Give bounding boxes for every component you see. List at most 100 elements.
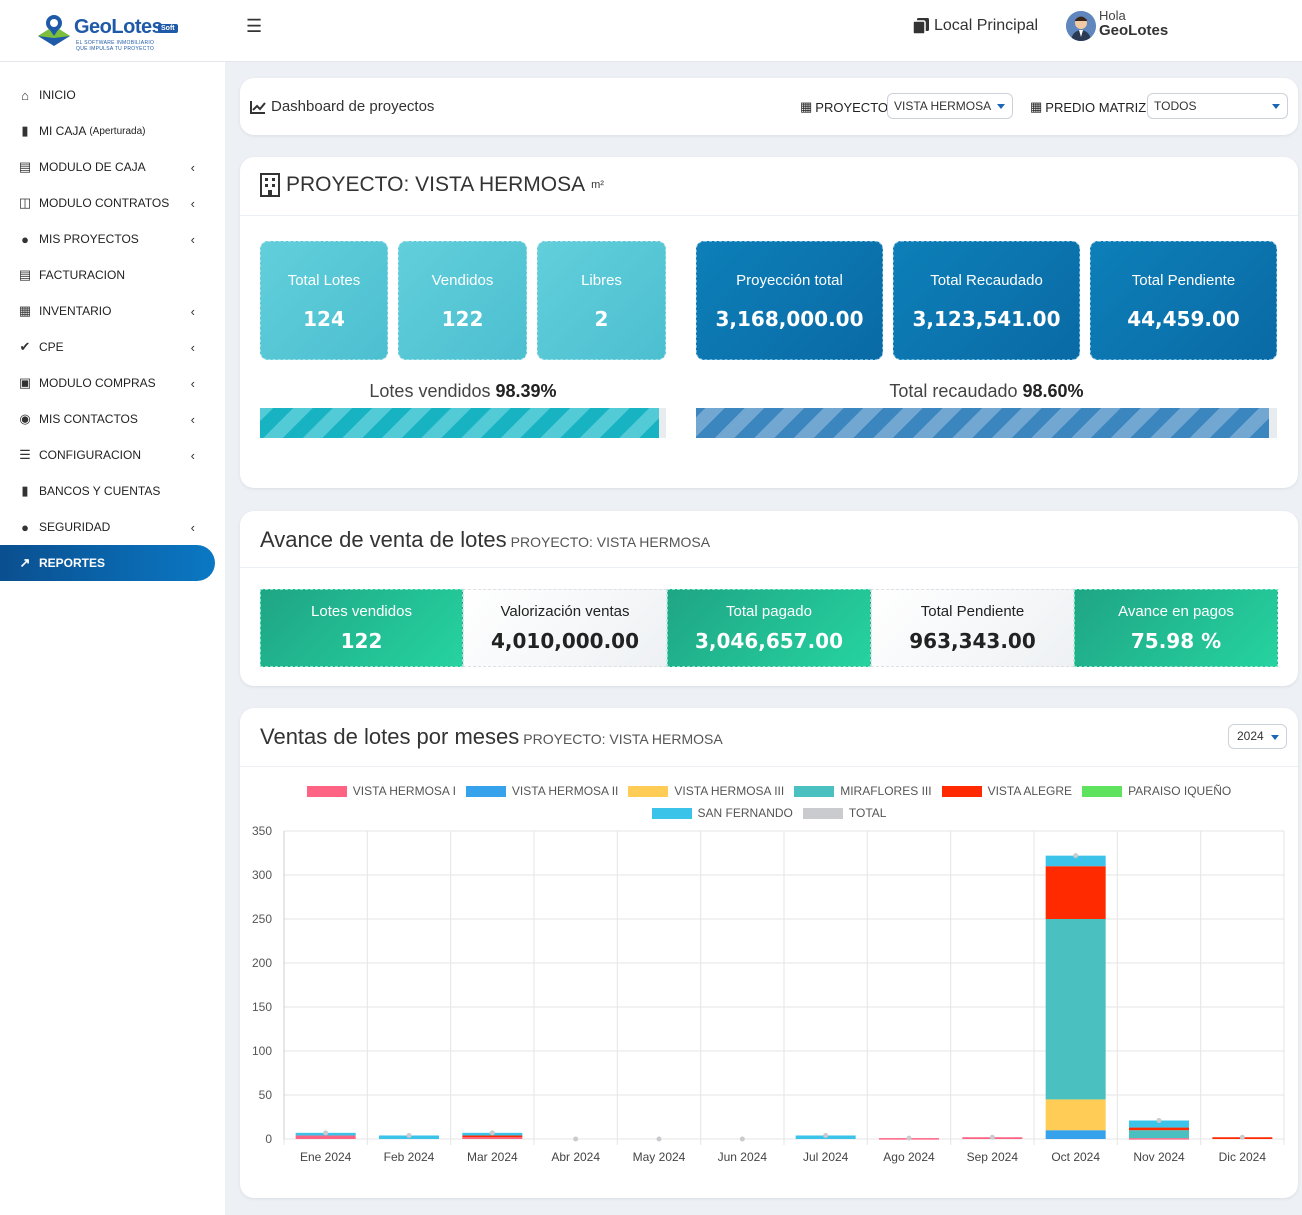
user-avatar[interactable] bbox=[1066, 11, 1096, 41]
total-point bbox=[406, 1132, 412, 1138]
geolotes-logo[interactable]: GeoLotes Soft EL SOFTWARE INMOBILIARIO Q… bbox=[36, 10, 186, 54]
recaudado-label: Total recaudado bbox=[889, 381, 1018, 401]
legend-item[interactable]: PARAISO IQUEÑO bbox=[1082, 780, 1231, 802]
sidebar: ⌂ INICIO ▮ MI CAJA (Aperturada) ▤ MODULO… bbox=[0, 62, 225, 1215]
total-point bbox=[656, 1136, 662, 1142]
sidebar-item-label: BANCOS Y CUENTAS bbox=[39, 484, 161, 498]
legend-swatch bbox=[465, 785, 506, 797]
tile-value: 124 bbox=[303, 307, 345, 331]
dashboard-header-card: Dashboard de proyectos ▦ PROYECTO: VISTA… bbox=[240, 78, 1298, 135]
sidebar-item-configuracion[interactable]: ☰ CONFIGURACION ‹ bbox=[0, 437, 215, 473]
bar-segment bbox=[1045, 1099, 1106, 1131]
legend-item[interactable]: VISTA HERMOSA II bbox=[465, 780, 619, 802]
legend-label: VISTA HERMOSA II bbox=[511, 784, 619, 798]
local-selector[interactable]: Local Principal bbox=[912, 17, 1038, 35]
wallet-icon: ▮ bbox=[21, 483, 29, 498]
local-label: Local Principal bbox=[934, 17, 1039, 34]
legend-item[interactable]: VISTA HERMOSA III bbox=[628, 780, 784, 802]
lotes-vendidos-progress-fill bbox=[260, 408, 660, 438]
stat-value: 963,343.00 bbox=[909, 629, 1036, 653]
logo-badge: Soft bbox=[158, 24, 178, 33]
legend-item[interactable]: MIRAFLORES III bbox=[794, 780, 932, 802]
menu-toggle-icon[interactable]: ☰ bbox=[246, 16, 263, 36]
x-tick-label: Feb 2024 bbox=[384, 1150, 435, 1164]
chevron-left-icon: ‹ bbox=[190, 519, 195, 535]
tile-libres: Libres 2 bbox=[537, 241, 666, 360]
lotes-vendidos-progress bbox=[260, 408, 666, 438]
total-point bbox=[323, 1130, 329, 1136]
sidebar-item-modulo-caja[interactable]: ▤ MODULO DE CAJA ‹ bbox=[0, 149, 215, 185]
top-bar: GeoLotes Soft EL SOFTWARE INMOBILIARIO Q… bbox=[0, 0, 1302, 62]
dashboard-title: Dashboard de proyectos bbox=[250, 98, 434, 115]
user-greeting[interactable]: Hola GeoLotes bbox=[1099, 8, 1168, 38]
legend-item[interactable]: VISTA HERMOSA I bbox=[306, 780, 456, 802]
stat-label: Total pagado bbox=[726, 603, 812, 620]
sales-chart: 0 50 100 150 200 250 300 350 Ene 2024 Feb 2024 Mar… bbox=[252, 824, 1285, 1164]
bar-segment bbox=[1045, 855, 1106, 867]
legend-swatch bbox=[651, 807, 692, 819]
sidebar-item-mis-proyectos[interactable]: ● MIS PROYECTOS ‹ bbox=[0, 221, 215, 257]
tile-label: Total Pendiente bbox=[1131, 272, 1236, 289]
legend-item[interactable]: VISTA ALEGRE bbox=[941, 780, 1072, 802]
chevron-left-icon: ‹ bbox=[190, 339, 195, 355]
avance-subtitle: PROYECTO: VISTA HERMOSA bbox=[510, 534, 711, 550]
sidebar-item-cpe[interactable]: ✔ CPE ‹ bbox=[0, 329, 215, 365]
caja-status: (Aperturada) bbox=[89, 125, 146, 137]
sidebar-item-label: SEGURIDAD bbox=[39, 520, 111, 534]
logo-tagline-line-1: EL SOFTWARE INMOBILIARIO bbox=[76, 40, 155, 46]
chevron-left-icon: ‹ bbox=[190, 303, 195, 319]
total-point bbox=[1073, 853, 1079, 859]
sidebar-item-reportes[interactable]: ↗ REPORTES bbox=[0, 545, 215, 581]
sidebar-item-seguridad[interactable]: ● SEGURIDAD ‹ bbox=[0, 509, 215, 545]
sidebar-item-label: CPE bbox=[39, 340, 64, 354]
tile-value: 3,123,541.00 bbox=[912, 307, 1061, 331]
sidebar-item-modulo-compras[interactable]: ▣ MODULO COMPRAS ‹ bbox=[0, 365, 215, 401]
user-circle-icon: ◉ bbox=[19, 411, 31, 426]
year-select[interactable]: 2024 bbox=[1228, 724, 1287, 749]
bar-segment bbox=[1129, 1127, 1189, 1131]
legend-label: VISTA HERMOSA I bbox=[352, 784, 456, 798]
recaudado-percent: Total recaudado 98.60% bbox=[696, 381, 1277, 402]
proyecto-select[interactable]: VISTA HERMOSA bbox=[887, 93, 1013, 119]
logo-text: GeoLotes bbox=[74, 16, 163, 38]
sidebar-item-facturacion[interactable]: ▤ FACTURACION bbox=[0, 257, 215, 293]
lotes-vendidos-label: Lotes vendidos bbox=[369, 381, 491, 401]
avance-venta-card: Avance de venta de lotes PROYECTO: VISTA … bbox=[240, 511, 1298, 686]
sidebar-item-mi-caja[interactable]: ▮ MI CAJA (Aperturada) bbox=[0, 113, 215, 149]
stat-label: Total Pendiente bbox=[920, 603, 1025, 620]
chevron-left-icon: ‹ bbox=[190, 159, 195, 175]
logo-tagline: EL SOFTWARE INMOBILIARIO QUE IMPULSA TU … bbox=[76, 40, 154, 52]
tile-label: Proyección total bbox=[736, 272, 843, 289]
predio-select-value: TODOS bbox=[1154, 99, 1197, 113]
legend-item[interactable]: SAN FERNANDO bbox=[651, 802, 793, 824]
legend-swatch bbox=[1082, 785, 1123, 797]
lotes-vendidos-percent: Lotes vendidos 98.39% bbox=[260, 381, 666, 402]
wallet-icon: ▮ bbox=[21, 123, 29, 138]
building-icon: ▦ bbox=[800, 99, 813, 114]
chevron-left-icon: ‹ bbox=[190, 231, 195, 247]
tile-vendidos: Vendidos 122 bbox=[398, 241, 527, 360]
sidebar-item-bancos-cuentas[interactable]: ▮ BANCOS Y CUENTAS bbox=[0, 473, 215, 509]
greeting-text: Hola bbox=[1099, 8, 1126, 23]
avatar-icon bbox=[1066, 11, 1096, 41]
grid-icon: ▦ bbox=[1030, 99, 1043, 114]
legend-swatch bbox=[941, 785, 982, 797]
year-select-value: 2024 bbox=[1237, 729, 1264, 743]
bar-segment bbox=[1129, 1120, 1189, 1128]
total-point bbox=[1156, 1118, 1162, 1124]
predio-select[interactable]: TODOS bbox=[1147, 93, 1288, 119]
chart-line-icon bbox=[250, 100, 266, 114]
tile-label: Total Recaudado bbox=[930, 272, 1043, 289]
sidebar-item-mis-contactos[interactable]: ◉ MIS CONTACTOS ‹ bbox=[0, 401, 215, 437]
stat-value: 122 bbox=[340, 629, 383, 653]
sidebar-item-inicio[interactable]: ⌂ INICIO bbox=[0, 77, 215, 113]
caret-down-icon bbox=[997, 104, 1005, 109]
stat-total-pendiente: Total Pendiente 963,343.00 bbox=[871, 589, 1074, 667]
sidebar-item-modulo-contratos[interactable]: ◫ MODULO CONTRATOS ‹ bbox=[0, 185, 215, 221]
y-tick-label: 50 bbox=[259, 1088, 273, 1102]
ventas-title-text: Ventas de lotes por meses bbox=[260, 724, 520, 749]
y-tick-label: 200 bbox=[252, 956, 272, 970]
legend-item[interactable]: TOTAL bbox=[802, 802, 886, 824]
sidebar-item-inventario[interactable]: ▦ INVENTARIO ‹ bbox=[0, 293, 215, 329]
legend-swatch bbox=[628, 785, 669, 797]
